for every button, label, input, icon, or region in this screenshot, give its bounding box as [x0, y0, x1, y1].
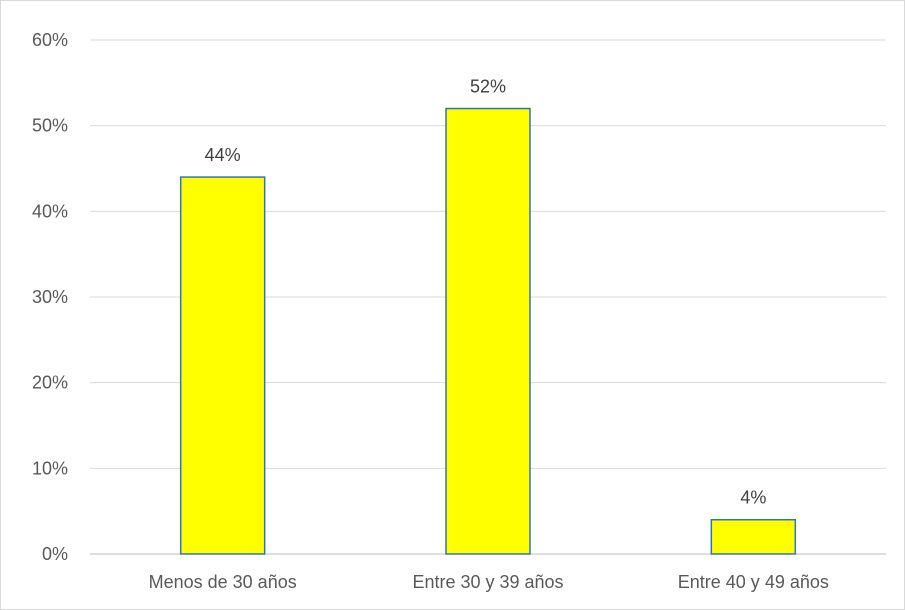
bar — [710, 518, 797, 555]
y-tick-label: 60% — [32, 30, 68, 50]
bar — [179, 176, 266, 555]
bars — [179, 107, 797, 555]
data-label: 4% — [740, 488, 766, 508]
y-tick-label: 40% — [32, 201, 68, 221]
data-label: 44% — [205, 145, 241, 165]
x-tick-label: Entre 30 y 39 años — [412, 572, 563, 592]
data-label: 52% — [470, 77, 506, 97]
x-tick-label: Entre 40 y 49 años — [678, 572, 829, 592]
data-labels: 44% 52% 4% — [205, 77, 767, 508]
y-axis-tick-labels: 0% 10% 20% 30% 40% 50% 60% — [32, 30, 68, 564]
x-tick-label: Menos de 30 años — [149, 572, 297, 592]
y-tick-label: 20% — [32, 373, 68, 393]
y-tick-label: 50% — [32, 116, 68, 136]
y-tick-label: 10% — [32, 458, 68, 478]
x-axis-tick-labels: Menos de 30 años Entre 30 y 39 años Entre … — [149, 572, 829, 592]
y-tick-label: 0% — [42, 544, 68, 564]
y-tick-label: 30% — [32, 287, 68, 307]
bar — [445, 107, 531, 555]
